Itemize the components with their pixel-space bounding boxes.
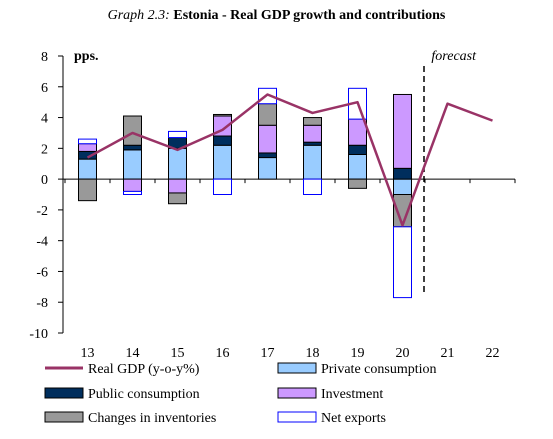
bar-segment-net-exports bbox=[168, 130, 187, 139]
forecast-label: forecast bbox=[431, 49, 477, 64]
bar-segment-changes-in-inventories bbox=[258, 103, 277, 126]
bar-segment-changes-in-inventories bbox=[168, 192, 187, 205]
legend-box-swatch bbox=[277, 387, 317, 399]
bar-segment-private-consumption bbox=[213, 144, 232, 180]
legend-label: Changes in inventories bbox=[88, 411, 216, 426]
bar-segment-public-consumption bbox=[258, 152, 277, 159]
bar-segment-changes-in-inventories bbox=[303, 117, 322, 126]
bar-segment-private-consumption bbox=[123, 149, 142, 180]
bar-segment-public-consumption bbox=[123, 144, 142, 151]
legend-label: Real GDP (y-o-y%) bbox=[88, 362, 200, 377]
x-tick-label: 13 bbox=[81, 346, 95, 361]
bar-segment-investment bbox=[393, 93, 412, 169]
y-tick-label: -8 bbox=[36, 296, 48, 311]
chart-title: Graph 2.3: Estonia - Real GDP growth and… bbox=[0, 8, 553, 24]
gdp-growth-line bbox=[86, 93, 493, 227]
y-tick-label: 8 bbox=[41, 50, 48, 65]
y-tick-label: 6 bbox=[41, 81, 48, 96]
y-tick-label: 2 bbox=[41, 142, 48, 157]
bar-segment-net-exports bbox=[78, 138, 97, 145]
chart-title-prefix: Graph 2.3: bbox=[107, 8, 170, 23]
x-tick-label: 15 bbox=[171, 346, 185, 361]
bar-segment-private-consumption bbox=[78, 158, 97, 180]
bar-segment-changes-in-inventories bbox=[123, 115, 142, 146]
bar-segment-private-consumption bbox=[303, 144, 322, 180]
x-tick-label: 21 bbox=[441, 346, 455, 361]
x-tick-label: 17 bbox=[261, 346, 275, 361]
bar-segment-private-consumption bbox=[348, 153, 367, 180]
bar-segment-investment bbox=[123, 178, 142, 192]
x-tick-label: 14 bbox=[126, 346, 140, 361]
bar-segment-public-consumption bbox=[213, 135, 232, 146]
bar-segment-private-consumption bbox=[168, 147, 187, 180]
legend-box-swatch bbox=[277, 362, 317, 374]
bar-segment-private-consumption bbox=[393, 178, 412, 196]
y-tick-label: -4 bbox=[36, 235, 48, 250]
x-tick-label: 22 bbox=[486, 346, 500, 361]
y-axis-unit-label: pps. bbox=[74, 49, 99, 64]
y-tick-label: 0 bbox=[41, 173, 48, 188]
legend-box-swatch bbox=[44, 411, 84, 423]
chart-title-main: Estonia - Real GDP growth and contributi… bbox=[173, 8, 446, 23]
bar-segment-investment bbox=[258, 124, 277, 154]
legend-label: Public consumption bbox=[88, 387, 200, 402]
bar-segment-net-exports bbox=[213, 178, 232, 196]
bar-segment-public-consumption bbox=[393, 167, 412, 180]
bar-segment-private-consumption bbox=[258, 157, 277, 180]
bar-segment-net-exports bbox=[303, 178, 322, 196]
y-tick-label: -2 bbox=[36, 204, 48, 219]
y-tick-label: -10 bbox=[29, 327, 48, 342]
bar-segment-investment bbox=[168, 178, 187, 194]
x-tick-label: 18 bbox=[306, 346, 320, 361]
legend-label: Private consumption bbox=[321, 362, 437, 377]
x-tick-label: 19 bbox=[351, 346, 365, 361]
legend-box-swatch bbox=[44, 387, 84, 399]
x-tick-label: 16 bbox=[216, 346, 230, 361]
bar-segment-net-exports bbox=[393, 226, 412, 299]
bar-segment-net-exports bbox=[123, 190, 142, 196]
bar-segment-investment bbox=[303, 124, 322, 143]
bar-segment-changes-in-inventories bbox=[78, 178, 97, 202]
bar-segment-public-consumption bbox=[348, 144, 367, 155]
legend-label: Investment bbox=[321, 387, 383, 402]
bar-segment-changes-in-inventories bbox=[213, 113, 232, 117]
bar-segment-changes-in-inventories bbox=[348, 178, 367, 189]
legend-label: Net exports bbox=[321, 411, 386, 426]
bar-segment-investment bbox=[78, 143, 97, 152]
y-tick-label: -6 bbox=[36, 265, 48, 280]
y-tick-label: 4 bbox=[41, 112, 48, 127]
legend-box-swatch bbox=[277, 411, 317, 423]
x-tick-label: 20 bbox=[396, 346, 410, 361]
